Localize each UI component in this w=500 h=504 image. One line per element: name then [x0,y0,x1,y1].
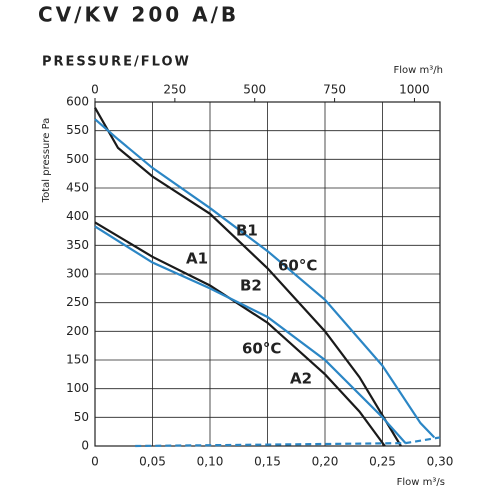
x-tick-label: 0,15 [254,455,281,469]
curve-label: 60°C [242,340,281,358]
curve-label: 60°C [278,257,317,275]
x2-tick-label: 250 [163,83,186,97]
y-tick-label: 250 [66,295,89,309]
x-tick-label: 0 [91,455,99,469]
x2-tick-label: 750 [323,83,346,97]
y-tick-label: 300 [66,267,89,281]
x2-tick-label: 1000 [399,83,430,97]
chart-subtitle: PRESSURE/FLOW [42,55,191,70]
y-axis-label: Total pressure Pa [41,118,52,204]
curve [135,436,441,448]
y-tick-label: 200 [66,324,89,338]
x2-axis-label: Flow m³/h [394,65,443,76]
curve [94,221,386,447]
x-axis-label: Flow m³/s [397,477,445,488]
curve-label: A2 [290,370,312,388]
y-tick-label: 500 [66,152,89,166]
y-tick-label: 150 [66,353,89,367]
x-tick-label: 0,05 [139,455,166,469]
x2-tick-label: 0 [91,83,99,97]
curve-label: B1 [236,222,258,240]
y-tick-label: 600 [66,95,89,109]
curve-label: A1 [186,250,208,268]
y-tick-label: 50 [74,410,89,424]
y-tick-label: 550 [66,123,89,137]
curve [94,118,436,439]
x-tick-label: 0,25 [369,455,396,469]
curve [94,225,407,444]
x-tick-label: 0,30 [427,455,454,469]
y-tick-label: 0 [81,439,89,453]
y-tick-label: 350 [66,238,89,252]
curve-label: B2 [240,277,262,295]
y-tick-label: 450 [66,181,89,195]
x-tick-label: 0,10 [197,455,224,469]
y-tick-label: 400 [66,209,89,223]
x2-tick-label: 500 [243,83,266,97]
y-tick-label: 100 [66,381,89,395]
chart-title: CV/KV 200 A/B [38,3,239,27]
curve [94,107,402,447]
x-tick-label: 0,20 [312,455,339,469]
